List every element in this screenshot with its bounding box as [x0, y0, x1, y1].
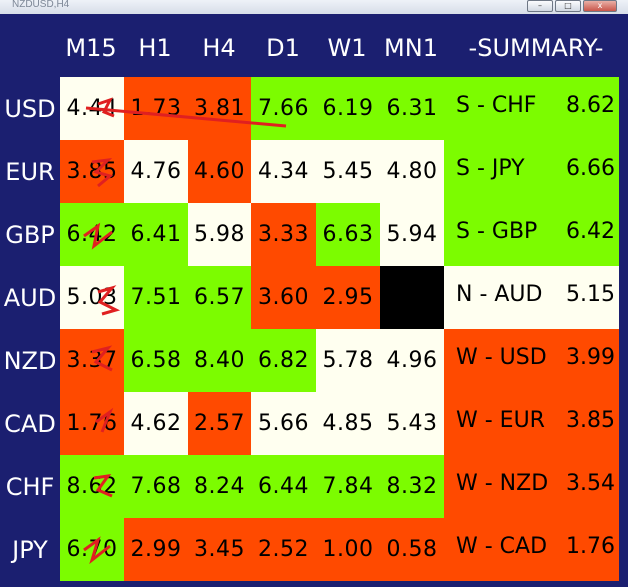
summary-pair: S - JPY	[456, 156, 525, 181]
column-header-w1: W1	[327, 34, 367, 62]
strength-cell-gbp-w1: 6.63	[316, 203, 380, 266]
strength-cell-aud-h1: 7.51	[124, 266, 188, 329]
summary-row: W - NZD 3.54	[444, 455, 619, 518]
strength-cell-jpy-d1: 2.52	[251, 518, 316, 581]
column-header-d1: D1	[266, 34, 300, 62]
strength-cell-eur-d1: 4.34	[251, 140, 316, 203]
summary-value: 6.66	[566, 156, 615, 181]
strength-cell-gbp-m15: 6.42	[60, 203, 124, 266]
strength-cell-nzd-mn1: 4.96	[380, 329, 444, 392]
summary-row: S - JPY 6.66	[444, 140, 619, 203]
strength-cell-eur-mn1: 4.80	[380, 140, 444, 203]
summary-pair: W - NZD	[456, 471, 549, 496]
strength-cell-nzd-m15: 3.37	[60, 329, 124, 392]
strength-cell-cad-w1: 4.85	[316, 392, 380, 455]
column-header-h4: H4	[202, 34, 236, 62]
strength-cell-cad-mn1: 5.43	[380, 392, 444, 455]
strength-cell-usd-w1: 6.19	[316, 77, 380, 140]
strength-cell-jpy-h4: 3.45	[188, 518, 251, 581]
summary-row: W - USD 3.99	[444, 329, 619, 392]
strength-cell-nzd-h1: 6.58	[124, 329, 188, 392]
strength-cell-eur-h1: 4.76	[124, 140, 188, 203]
strength-cell-chf-h4: 8.24	[188, 455, 251, 518]
strength-cell-cad-m15: 1.76	[60, 392, 124, 455]
summary-value: 5.15	[566, 282, 615, 307]
strength-cell-chf-d1: 6.44	[251, 455, 316, 518]
strength-cell-eur-h4: 4.60	[188, 140, 251, 203]
strength-cell-aud-mn1	[380, 266, 444, 329]
strength-cell-nzd-h4: 8.40	[188, 329, 251, 392]
summary-row: N - AUD 5.15	[444, 266, 619, 329]
strength-cell-nzd-w1: 5.78	[316, 329, 380, 392]
summary-pair: S - CHF	[456, 93, 537, 118]
summary-row: W - CAD 1.76	[444, 518, 619, 581]
strength-cell-eur-m15: 3.85	[60, 140, 124, 203]
strength-cell-usd-h4: 3.81	[188, 77, 251, 140]
summary-pair: N - AUD	[456, 282, 543, 307]
strength-cell-jpy-mn1: 0.58	[380, 518, 444, 581]
currency-label-gbp: GBP	[5, 221, 55, 249]
summary-value: 3.99	[566, 345, 615, 370]
summary-value: 8.62	[566, 93, 615, 118]
summary-value: 6.42	[566, 219, 615, 244]
summary-pair: S - GBP	[456, 219, 538, 244]
column-header-m15: M15	[65, 34, 117, 62]
strength-cell-jpy-w1: 1.00	[316, 518, 380, 581]
strength-cell-usd-h1: 1.73	[124, 77, 188, 140]
strength-cell-cad-d1: 5.66	[251, 392, 316, 455]
strength-cell-gbp-h4: 5.98	[188, 203, 251, 266]
currency-label-usd: USD	[4, 95, 56, 123]
strength-cell-usd-mn1: 6.31	[380, 77, 444, 140]
strength-cell-usd-d1: 7.66	[251, 77, 316, 140]
summary-row: S - CHF 8.62	[444, 77, 619, 140]
summary-value: 3.85	[566, 408, 615, 433]
strength-cell-aud-d1: 3.60	[251, 266, 316, 329]
strength-cell-jpy-m15: 6.70	[60, 518, 124, 581]
currency-label-nzd: NZD	[3, 347, 57, 375]
strength-cell-gbp-d1: 3.33	[251, 203, 316, 266]
summary-pair: W - USD	[456, 345, 547, 370]
strength-cell-gbp-h1: 6.41	[124, 203, 188, 266]
summary-header: -SUMMARY-	[468, 34, 604, 62]
column-header-mn1: MN1	[384, 34, 438, 62]
strength-cell-chf-mn1: 8.32	[380, 455, 444, 518]
strength-cell-aud-h4: 6.57	[188, 266, 251, 329]
summary-row: W - EUR 3.85	[444, 392, 619, 455]
strength-cell-gbp-mn1: 5.94	[380, 203, 444, 266]
column-header-h1: H1	[138, 34, 172, 62]
minimize-button[interactable]: –	[527, 0, 553, 12]
strength-cell-cad-h4: 2.57	[188, 392, 251, 455]
currency-label-chf: CHF	[5, 473, 55, 501]
summary-row: S - GBP 6.42	[444, 203, 619, 266]
maximize-button[interactable]: □	[555, 0, 581, 12]
strength-cell-aud-m15: 5.03	[60, 266, 124, 329]
currency-label-eur: EUR	[5, 158, 55, 186]
strength-cell-usd-m15: 4.44	[60, 77, 124, 140]
close-button[interactable]: x	[583, 0, 617, 12]
currency-label-jpy: JPY	[12, 536, 48, 564]
strength-cell-jpy-h1: 2.99	[124, 518, 188, 581]
strength-cell-cad-h1: 4.62	[124, 392, 188, 455]
strength-cell-chf-h1: 7.68	[124, 455, 188, 518]
window-title: NZDUSD,H4	[12, 0, 70, 10]
summary-pair: W - CAD	[456, 534, 548, 559]
currency-label-cad: CAD	[4, 410, 56, 438]
strength-cell-chf-w1: 7.84	[316, 455, 380, 518]
strength-cell-eur-w1: 5.45	[316, 140, 380, 203]
strength-cell-chf-m15: 8.62	[60, 455, 124, 518]
summary-value: 1.76	[566, 534, 615, 559]
currency-label-aud: AUD	[3, 284, 57, 312]
strength-cell-aud-w1: 2.95	[316, 266, 380, 329]
strength-cell-nzd-d1: 6.82	[251, 329, 316, 392]
window-titlebar[interactable]: NZDUSD,H4 – □ x	[0, 0, 628, 15]
summary-value: 3.54	[566, 471, 615, 496]
summary-pair: W - EUR	[456, 408, 545, 433]
